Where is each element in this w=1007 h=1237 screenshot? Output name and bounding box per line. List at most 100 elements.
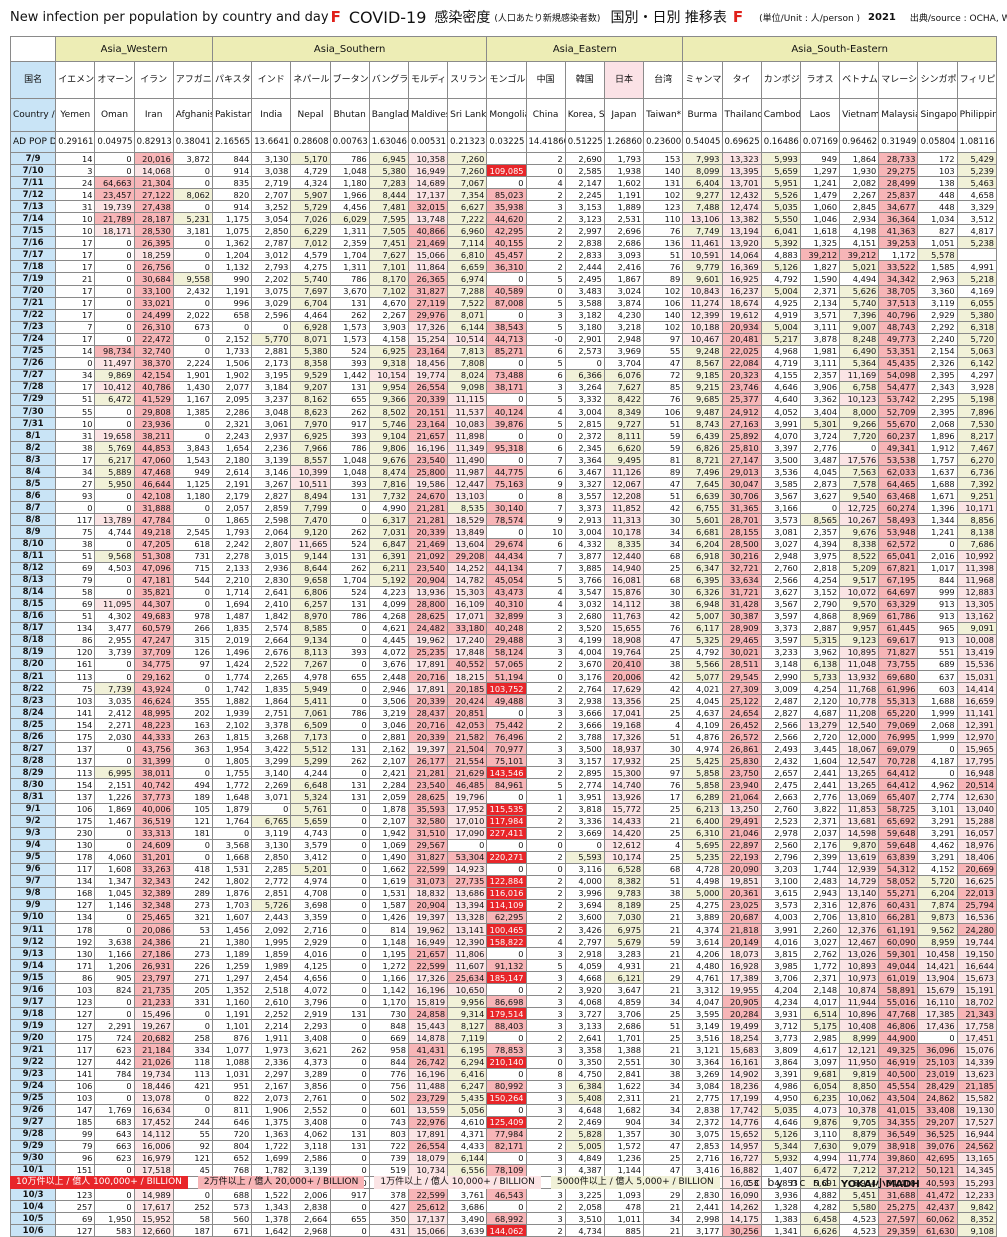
value-cell: 3,877: [564, 549, 605, 563]
value-cell: 47,096: [133, 561, 174, 575]
value-cell: 153: [643, 151, 684, 166]
value-cell: 17,891: [407, 1127, 449, 1141]
value-cell: 2: [525, 910, 566, 925]
value-cell: 2,167: [251, 1079, 292, 1093]
value-cell: 1,864: [839, 151, 880, 166]
value-cell: 15,066: [407, 1224, 449, 1237]
value-cell: 189: [172, 790, 214, 804]
date-cell: 9/24: [9, 1079, 57, 1093]
value-cell: 5,746: [368, 417, 409, 431]
value-cell: 1,069: [368, 838, 409, 852]
value-cell: 7,026: [290, 212, 331, 226]
value-cell: 3,015: [251, 549, 292, 563]
date-cell: 9/5: [9, 850, 57, 864]
value-cell: 42: [643, 682, 684, 696]
country-name-jp: タイ: [721, 61, 762, 99]
value-cell: 5,729: [290, 200, 331, 214]
value-cell: 4,883: [760, 248, 801, 262]
table-row: 9/10 134 0 25,465 321 1,607 2,443 3,359 0 1,426 19…: [9, 910, 998, 925]
value-cell: 8,565: [799, 513, 841, 527]
value-cell: 3,084: [682, 1079, 723, 1093]
value-cell: 1,048: [329, 164, 370, 178]
value-cell: 38: [643, 597, 684, 611]
value-cell: 3,153: [564, 200, 605, 214]
value-cell: 671: [211, 1224, 253, 1237]
value-cell: 6,945: [368, 151, 409, 166]
value-cell: 17: [643, 790, 684, 804]
value-cell: 2,295: [917, 392, 958, 406]
value-cell: 0: [172, 585, 214, 599]
value-cell: 3,885: [564, 561, 605, 575]
value-cell: 26,452: [721, 718, 762, 732]
value-cell: 2,120: [799, 694, 841, 708]
value-cell: 0: [329, 1091, 370, 1105]
value-cell: 47,768: [878, 1007, 919, 1021]
value-cell: 0: [329, 513, 370, 527]
value-cell: 68: [643, 862, 684, 876]
value-cell: 3,269: [682, 1067, 723, 1081]
value-cell: 158,822: [486, 935, 527, 949]
value-cell: 8,113: [290, 645, 331, 659]
value-cell: 2,454: [251, 971, 292, 985]
value-cell: 13,701: [721, 176, 762, 190]
value-cell: 0: [329, 898, 370, 912]
value-cell: 13,920: [721, 236, 762, 250]
value-cell: 40,866: [407, 224, 449, 238]
value-cell: 3,889: [682, 910, 723, 925]
value-cell: 126: [172, 645, 214, 659]
value-cell: 13,250: [721, 802, 762, 816]
value-cell: 9,144: [290, 549, 331, 563]
value-cell: 1,585: [917, 260, 958, 274]
value-cell: 26,861: [721, 742, 762, 756]
value-cell: 5: [525, 573, 566, 587]
value-cell: 4,743: [290, 826, 331, 840]
value-cell: 4,169: [956, 284, 998, 298]
value-cell: 1,688: [917, 694, 958, 708]
table-row: 8/9 75 4,744 49,218 2,545 1,793 2,064 9,120 262 7…: [9, 525, 998, 539]
value-cell: 7,467: [956, 441, 998, 455]
value-cell: 2,968: [290, 1224, 331, 1237]
value-cell: 13,141: [447, 922, 488, 937]
value-cell: 18,832: [407, 886, 449, 900]
value-cell: 5,733: [799, 670, 841, 684]
value-cell: 137: [55, 742, 96, 756]
date-cell: 8/16: [9, 609, 57, 623]
value-cell: 13,026: [839, 947, 880, 961]
value-cell: 7,392: [956, 477, 998, 491]
license-badge: cc by nc nd: [745, 1175, 831, 1189]
value-cell: 1,805: [211, 754, 253, 768]
value-cell: 11,048: [839, 657, 880, 672]
value-cell: 15,076: [956, 1043, 998, 1057]
value-cell: 23,025: [721, 898, 762, 912]
value-cell: 172: [917, 151, 958, 166]
date-cell: 8/21: [9, 670, 57, 684]
table-row: 8/14 58 0 35,821 0 1,714 2,641 6,806 524 4,223 13,…: [9, 585, 998, 599]
value-cell: 3,140: [251, 766, 292, 780]
value-cell: 33,100: [133, 284, 174, 298]
value-cell: 9,266: [839, 417, 880, 431]
value-cell: 53,948: [878, 525, 919, 539]
value-cell: 21,343: [956, 1007, 998, 1021]
date-cell: 7/16: [9, 236, 57, 250]
value-cell: 1,879: [211, 802, 253, 816]
table-row: 9/23 141 784 19,734 113 1,031 2,297 3,289 0 776 16…: [9, 1067, 998, 1081]
country-population: 0.16486: [760, 131, 801, 153]
value-cell: 0: [486, 1067, 527, 1081]
date-cell: 8/6: [9, 489, 57, 503]
country-name-jp: マレーシア: [878, 61, 919, 99]
value-cell: 6,758: [839, 380, 880, 394]
value-cell: 26,177: [407, 754, 449, 768]
value-cell: 3,177: [682, 1224, 723, 1237]
value-cell: 55: [643, 344, 684, 358]
value-cell: 30,684: [133, 272, 174, 286]
table-row: 10/6 127 583 12,660 187 671 1,642 2,968 0 431 15,0…: [9, 1224, 998, 1237]
value-cell: 16,081: [603, 573, 645, 587]
value-cell: 4,275: [682, 898, 723, 912]
value-cell: 804: [211, 1139, 253, 1153]
value-cell: 137: [55, 790, 96, 804]
country-name-jp: イエメン: [55, 61, 96, 99]
date-cell: 7/30: [9, 404, 57, 419]
value-cell: 573: [211, 1200, 253, 1214]
value-cell: 1,912: [917, 441, 958, 455]
date-cell: 8/15: [9, 597, 57, 611]
